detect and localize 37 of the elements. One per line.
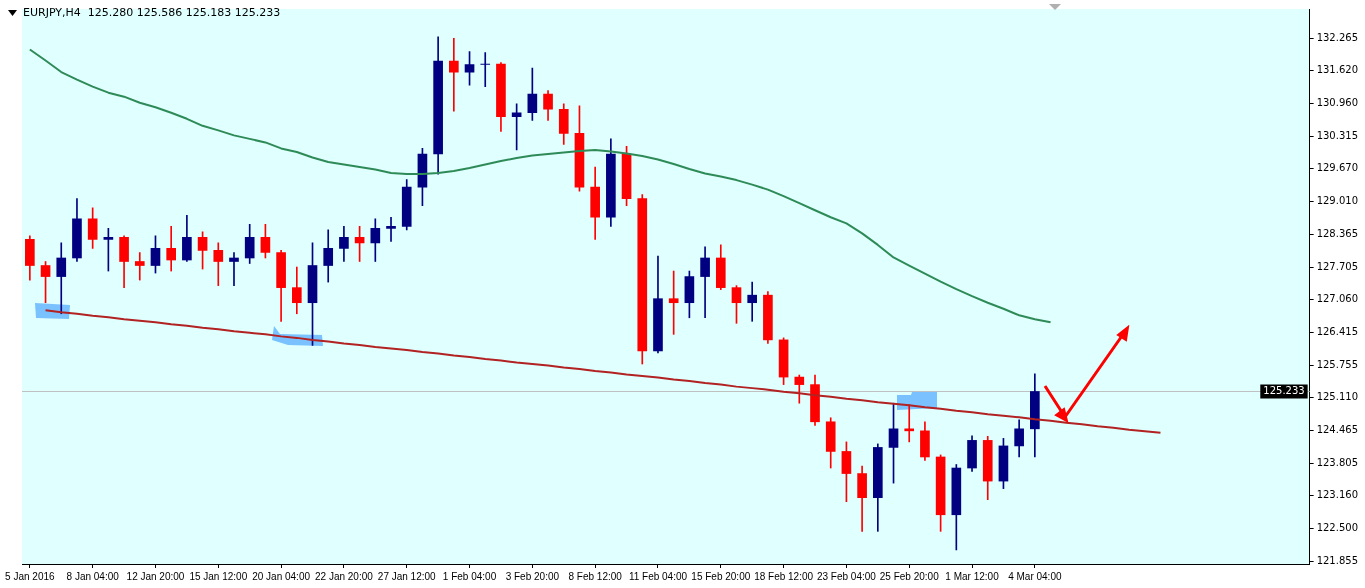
x-tick-label: 11 Feb 04:00 (628, 570, 688, 582)
x-tick-label: 18 Feb 12:00 (754, 570, 814, 582)
ref-line-label: 125.233 (1263, 385, 1305, 397)
x-tick-label: 3 Feb 20:00 (505, 570, 560, 582)
y-tick-label: 127.060 (1316, 293, 1359, 305)
y-tick-label: 122.500 (1316, 522, 1359, 534)
candlestick (386, 216, 396, 242)
x-tick-label: 15 Feb 20:00 (691, 570, 751, 582)
y-tick-label: 123.805 (1316, 456, 1359, 468)
y-tick-label: 128.365 (1316, 227, 1359, 239)
x-tick-label: 22 Jan 20:00 (315, 570, 374, 582)
chart-title: EURJPY,H4 125.280 125.586 125.183 125.233 (23, 6, 281, 19)
x-tick-label: 12 Jan 20:00 (126, 570, 185, 582)
y-tick-label: 126.415 (1316, 325, 1359, 337)
y-tick-label: 129.010 (1316, 195, 1359, 207)
x-tick-label: 27 Jan 12:00 (377, 570, 437, 582)
x-tick-label: 1 Feb 04:00 (442, 570, 497, 582)
x-tick-label: 23 Feb 04:00 (816, 570, 877, 582)
y-tick-label: 131.620 (1316, 64, 1359, 76)
y-tick-label: 121.855 (1316, 554, 1359, 566)
y-tick-label: 123.160 (1316, 489, 1359, 501)
y-tick-label: 130.315 (1316, 129, 1359, 141)
y-tick-label: 132.265 (1316, 31, 1359, 43)
y-tick-label: 125.110 (1316, 391, 1359, 403)
x-tick-label: 25 Feb 20:00 (879, 570, 940, 582)
x-tick-label: 4 Mar 04:00 (1008, 570, 1062, 582)
y-tick-label: 129.670 (1316, 162, 1359, 174)
x-tick-label: 5 Jan 2016 (5, 570, 56, 582)
y-tick-label: 124.465 (1316, 423, 1359, 435)
x-tick-label: 20 Jan 04:00 (252, 570, 311, 582)
y-tick-label: 125.755 (1316, 358, 1359, 370)
x-tick-label: 15 Jan 12:00 (189, 570, 248, 582)
x-tick-label: 8 Feb 12:00 (568, 570, 623, 582)
x-tick-label: 8 Jan 04:00 (66, 570, 120, 582)
y-tick-label: 127.705 (1316, 260, 1359, 272)
y-tick-label: 130.960 (1316, 97, 1359, 109)
x-tick-label: 1 Mar 12:00 (945, 570, 1000, 582)
